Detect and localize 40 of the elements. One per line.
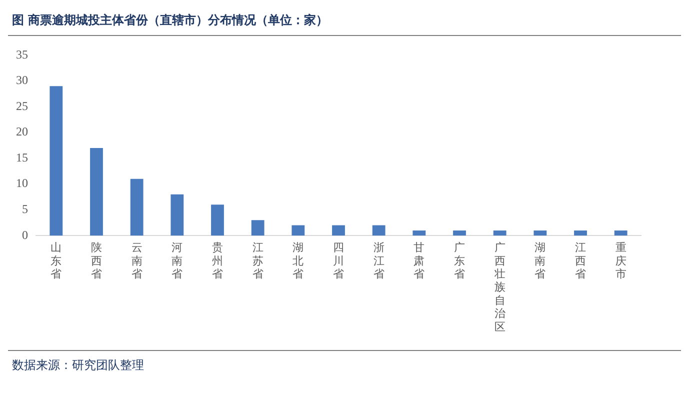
bar [90, 148, 103, 236]
bar [493, 230, 506, 236]
x-tick-label: 山东省 [50, 241, 62, 280]
y-tick-label: 0 [22, 228, 28, 242]
bar [50, 86, 63, 236]
bar [453, 230, 466, 236]
bar [534, 230, 547, 236]
x-tick-label: 湖北省 [292, 241, 304, 280]
x-tick-label: 湖南省 [534, 241, 546, 280]
bar [614, 230, 628, 236]
source-note: 数据来源：研究团队整理 [8, 350, 681, 380]
bar [332, 225, 345, 236]
x-tick-label: 云南省 [131, 241, 142, 280]
chart-title: 图 商票逾期城投主体省份（直辖市）分布情况（单位：家） [8, 8, 681, 36]
x-tick-label: 河南省 [172, 241, 183, 280]
y-tick-label: 30 [16, 73, 28, 88]
y-tick-label: 15 [16, 150, 28, 164]
y-tick-label: 35 [16, 47, 28, 62]
x-tick-label: 广东省 [454, 241, 465, 280]
x-tick-label: 甘肃省 [414, 241, 425, 280]
x-tick-label: 广西壮族自治区 [493, 241, 506, 334]
x-tick-label: 贵州省 [212, 241, 223, 280]
y-tick-label: 25 [16, 98, 28, 113]
bar [292, 225, 305, 236]
y-tick-label: 10 [16, 176, 28, 190]
bar [251, 220, 264, 236]
bar [211, 204, 224, 236]
x-tick-label: 江苏省 [252, 241, 264, 280]
x-tick-label: 陕西省 [91, 241, 102, 280]
x-tick-label: 重庆市 [615, 241, 626, 280]
bar [130, 178, 144, 236]
x-tick-label: 四川省 [333, 241, 344, 280]
y-tick-label: 5 [22, 202, 28, 216]
bar [574, 230, 587, 236]
bar [412, 230, 426, 236]
x-tick-label: 浙江省 [373, 241, 384, 280]
bar [170, 194, 184, 236]
bar [372, 225, 386, 236]
x-tick-label: 江西省 [575, 241, 586, 280]
y-tick-label: 20 [16, 124, 28, 139]
